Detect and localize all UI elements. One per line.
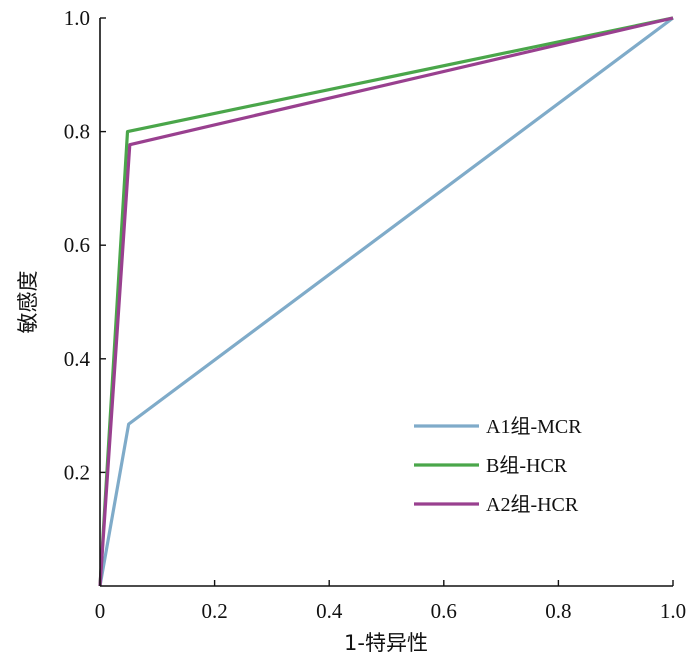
y-axis-title: 敏感度 [16,271,40,334]
legend-label: B组-HCR [486,454,568,477]
y-tick-label: 0.8 [64,120,90,144]
x-tick-label: 0.8 [545,599,571,623]
series-line-0 [98,16,674,587]
x-tick-label: 0.4 [316,599,343,623]
x-tick-label: 0 [95,599,106,623]
axes [99,18,673,587]
x-axis-title: 1-特异性 [344,631,428,655]
y-tick-label: 0.6 [64,233,90,257]
tick-labels: 0 0.2 0.4 0.6 0.8 1.0 0.2 0.4 0.6 0.8 1.0 [64,6,686,623]
series-line-2 [98,16,674,587]
series-line-1 [98,16,674,587]
y-tick-label: 0.2 [64,460,90,484]
legend-label: A2组-HCR [486,493,579,516]
x-tick-label: 1.0 [660,599,686,623]
legend-label: A1组-MCR [486,415,582,438]
x-tick-label: 0.2 [201,599,227,623]
series-lines [98,16,674,587]
y-tick-label: 1.0 [64,6,90,30]
axis-ticks [99,17,674,586]
legend: A1组-MCR B组-HCR A2组-HCR [414,415,582,516]
x-tick-label: 0.6 [431,599,457,623]
y-tick-label: 0.4 [64,347,91,371]
